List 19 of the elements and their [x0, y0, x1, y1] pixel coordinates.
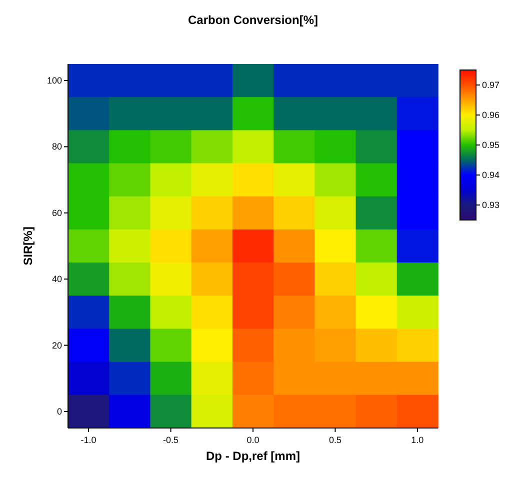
x-axis-title: Dp - Dp,ref [mm]	[206, 449, 300, 463]
chart-title: Carbon Conversion[%]	[188, 13, 318, 27]
color-bar-label: 0.96	[482, 110, 500, 120]
y-tick-label: 100	[46, 76, 62, 86]
color-bar-label: 0.94	[482, 170, 500, 180]
x-tick-label: -0.5	[163, 435, 179, 445]
color-bar-label: 0.95	[482, 140, 500, 150]
y-tick-label: 20	[52, 340, 62, 350]
y-tick-label: 40	[52, 274, 62, 284]
x-tick-label: 0.0	[246, 435, 260, 445]
color-bar-label: 0.97	[482, 80, 500, 90]
y-tick-label: 80	[52, 142, 62, 152]
x-tick-label: 0.5	[328, 435, 342, 445]
y-tick-label: 60	[52, 208, 62, 218]
x-tick-label: -1.0	[80, 435, 96, 445]
x-tick-label: 1.0	[411, 435, 424, 445]
y-tick-label: 0	[56, 406, 62, 416]
y-axis-title: SIR[%]	[21, 226, 35, 266]
color-bar-label: 0.93	[482, 200, 500, 210]
